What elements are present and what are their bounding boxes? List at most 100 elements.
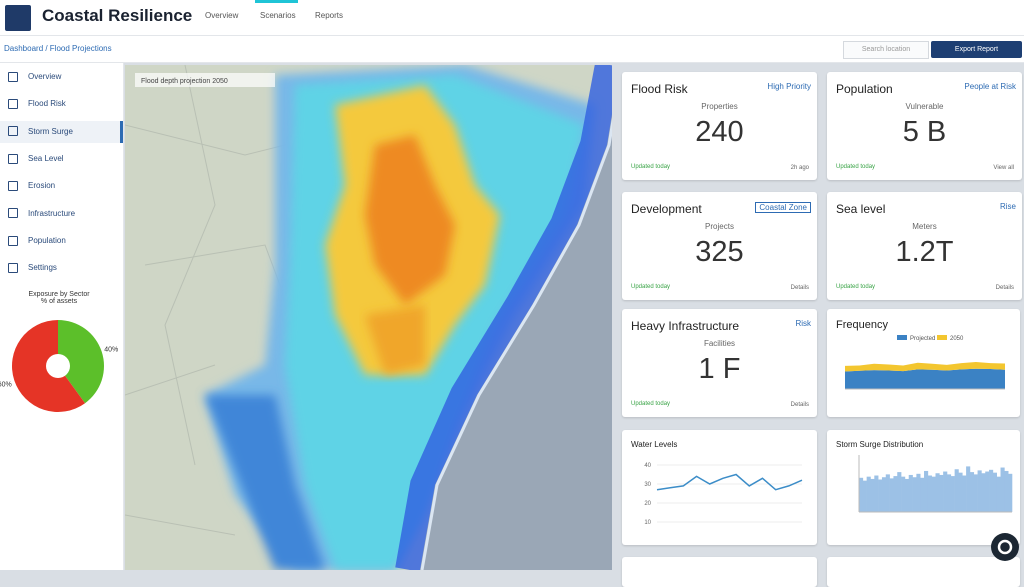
- chart-card: Storm Surge Distribution: [827, 430, 1020, 545]
- card-title: Population: [836, 82, 893, 96]
- line: [656, 473, 803, 491]
- stat-card: Development Coastal Zone Projects 325 Update…: [622, 192, 817, 300]
- ocean: [420, 65, 612, 570]
- stat-card: Sea level Rise Meters 1.2T Updated today Deta…: [827, 192, 1022, 300]
- stat-card: Heavy Infrastructure Risk Facilities 1 F Upd…: [622, 309, 817, 417]
- sidebar-item[interactable]: Storm Surge: [0, 120, 123, 143]
- card-link[interactable]: Details: [995, 285, 1014, 291]
- sidebar-icon: [8, 153, 18, 164]
- area: [845, 368, 1005, 389]
- bar: [916, 473, 921, 512]
- card-tag: Coastal Zone: [755, 202, 811, 213]
- card-value: 325: [695, 236, 744, 268]
- sidebar-label: Settings: [28, 263, 57, 273]
- nav-tab[interactable]: Reports: [315, 11, 344, 20]
- sidebar-item[interactable]: Infrastructure: [0, 203, 123, 225]
- bar: [935, 473, 940, 512]
- sidebar-icon: [8, 181, 18, 192]
- caption-bg: [135, 73, 275, 87]
- area: [845, 362, 1005, 372]
- card-value: 240: [695, 116, 744, 148]
- card-value: 5 B: [902, 116, 947, 148]
- bar: [966, 466, 971, 512]
- card-subtitle: Vulnerable: [905, 102, 944, 111]
- legend-label: 2050: [950, 336, 964, 342]
- logo[interactable]: [5, 5, 31, 31]
- sidebar-item[interactable]: Overview: [0, 66, 123, 88]
- card-link[interactable]: Details: [790, 285, 809, 291]
- legend-swatch: [937, 335, 947, 340]
- bar: [912, 477, 917, 512]
- bar: [866, 476, 871, 512]
- bar: [1008, 473, 1013, 512]
- help-icon: [997, 539, 1013, 555]
- bar: [977, 470, 982, 512]
- pie-label: 60%: [0, 381, 12, 388]
- bar: [985, 471, 990, 512]
- card-footer: Updated today: [836, 284, 876, 290]
- pie-chart: 40% 60%: [0, 320, 118, 412]
- header: [0, 0, 1024, 36]
- sidebar-label: Sea Level: [28, 153, 64, 163]
- bar: [878, 479, 883, 512]
- sidebar-icon: [8, 208, 18, 219]
- sidebar-item[interactable]: Erosion: [0, 175, 123, 197]
- sidebar-icon: [8, 126, 18, 137]
- bar: [870, 478, 875, 512]
- card-tag: High Priority: [767, 82, 811, 91]
- sidebar-item[interactable]: Sea Level: [0, 148, 123, 170]
- sidebar-label: Overview: [28, 72, 62, 81]
- stat-card: Population People at Risk Vulnerable 5 B Upd…: [827, 72, 1022, 180]
- bar: [996, 476, 1001, 512]
- card-subtitle: Projects: [705, 222, 734, 231]
- y-tick-label: 10: [644, 520, 651, 526]
- bar: [885, 474, 890, 512]
- sidebar-item[interactable]: Population: [0, 230, 123, 252]
- coastline: [420, 117, 612, 570]
- bar: [950, 476, 955, 512]
- card-subtitle: Meters: [912, 222, 937, 231]
- card-placeholder: [827, 557, 1020, 587]
- map-caption: Flood depth projection 2050: [141, 78, 228, 85]
- bar: [1000, 467, 1005, 512]
- bar: [943, 471, 948, 512]
- sidebar-label: Infrastructure: [28, 208, 76, 218]
- coastal-band: [395, 65, 612, 570]
- nav-tab[interactable]: Overview: [205, 11, 239, 20]
- card-footer: Updated today: [631, 164, 671, 170]
- roads: [125, 65, 326, 536]
- chart: 10 20 30 40: [644, 463, 803, 526]
- card-tag: Rise: [999, 202, 1016, 211]
- card-link[interactable]: Details: [790, 402, 809, 408]
- pie-label: 40%: [104, 347, 118, 354]
- legend-label: Projected: [910, 336, 935, 342]
- pie-slice: [58, 320, 105, 404]
- sidebar-item[interactable]: Flood Risk: [0, 93, 123, 115]
- card-title: Sea level: [836, 202, 886, 216]
- export-button[interactable]: Export Report: [931, 41, 1022, 58]
- nav-tab[interactable]: Scenarios: [260, 11, 296, 20]
- bar: [946, 474, 952, 512]
- card-link[interactable]: View all: [993, 165, 1014, 171]
- breadcrumb[interactable]: Dashboard / Flood Projections: [4, 44, 112, 53]
- chart: Projected 2050: [845, 335, 1005, 390]
- sidebar-icon: [8, 262, 18, 273]
- help-button[interactable]: [991, 533, 1019, 561]
- bar: [889, 478, 894, 512]
- bar: [981, 473, 986, 512]
- sidebar-label: Flood Risk: [28, 99, 66, 109]
- card-link[interactable]: 2h ago: [790, 165, 809, 171]
- bar: [904, 478, 910, 512]
- card-value: 1.2T: [895, 236, 954, 268]
- flood-core: [365, 305, 425, 375]
- card-tag: Risk: [795, 319, 811, 328]
- map[interactable]: Flood depth projection 2050: [125, 65, 612, 570]
- sidebar-item[interactable]: Settings: [0, 257, 123, 279]
- card-title: Development: [631, 202, 702, 216]
- search-box[interactable]: Search location: [843, 41, 929, 59]
- card-footer: Updated today: [836, 164, 876, 170]
- card-footer: Updated today: [631, 284, 671, 290]
- bar: [962, 475, 967, 512]
- pie-heading: Exposure by Sector% of assets: [0, 291, 118, 305]
- card-title: Frequency: [836, 319, 888, 331]
